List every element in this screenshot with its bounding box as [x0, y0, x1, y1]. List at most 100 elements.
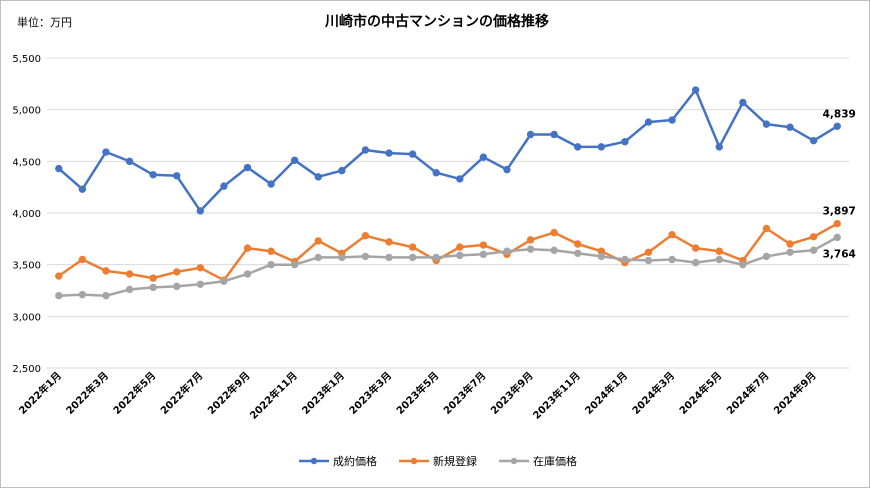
- data-point: [314, 173, 322, 181]
- data-point: [621, 255, 629, 264]
- data-point: [385, 238, 393, 246]
- gridlines: [47, 57, 849, 369]
- data-point: [526, 245, 535, 253]
- legend-swatch-marker: [310, 457, 318, 465]
- data-point: [762, 252, 771, 261]
- data-point: [456, 175, 464, 183]
- data-point: [78, 185, 87, 193]
- data-point: [338, 166, 346, 175]
- data-point: [432, 253, 440, 262]
- data-point: [196, 280, 205, 288]
- y-tick-label: 4,500: [12, 157, 41, 168]
- data-point: [833, 122, 841, 131]
- x-tick-label: 2022年7月: [158, 369, 206, 417]
- data-point: [621, 138, 629, 146]
- data-point: [456, 251, 464, 260]
- data-point: [220, 182, 228, 190]
- series-line: [57, 88, 838, 213]
- data-point: [668, 231, 676, 239]
- data-point: [314, 237, 322, 245]
- x-tick-label: 2024年3月: [629, 369, 677, 417]
- data-point: [408, 150, 417, 158]
- data-point: [526, 130, 535, 139]
- data-point: [786, 240, 794, 248]
- data-labels: 4,839 3,897 3,764: [823, 108, 856, 260]
- data-label: 3,764: [823, 248, 856, 260]
- legend-label: 新規登録: [433, 454, 477, 468]
- x-tick-label: 2022年11月: [247, 369, 300, 422]
- x-tick-label: 2024年5月: [676, 369, 724, 417]
- data-point: [550, 228, 558, 237]
- data-point: [691, 244, 700, 252]
- data-point: [243, 244, 252, 252]
- series-2: [55, 219, 841, 284]
- data-point: [479, 250, 488, 259]
- data-point: [479, 153, 488, 161]
- x-tick-label: 2022年5月: [110, 369, 158, 417]
- data-point: [762, 120, 771, 128]
- x-tick-label: 2024年9月: [771, 369, 819, 417]
- y-tick-label: 3,500: [12, 261, 41, 272]
- data-point: [668, 116, 676, 124]
- x-tick-label: 2022年1月: [16, 369, 64, 417]
- legend-item: 在庫価格: [499, 454, 577, 468]
- legend-label: 成約価格: [333, 454, 377, 468]
- x-tick-label: 2023年11月: [530, 369, 583, 422]
- data-point: [408, 243, 417, 251]
- data-point: [196, 207, 205, 215]
- data-point: [361, 232, 370, 240]
- data-point: [762, 224, 771, 233]
- x-tick-label: 2023年3月: [346, 369, 394, 417]
- data-label: 4,839: [823, 108, 856, 120]
- data-point: [691, 86, 700, 94]
- data-point: [786, 123, 794, 131]
- data-point: [290, 156, 299, 165]
- series-line: [58, 222, 838, 282]
- data-point: [78, 290, 87, 299]
- x-tick-label: 2024年7月: [724, 369, 772, 417]
- x-tick-label: 2023年7月: [441, 369, 489, 417]
- y-tick-label: 3,000: [12, 312, 41, 323]
- y-tick-label: 5,000: [12, 106, 41, 117]
- data-point: [833, 219, 841, 228]
- data-point: [408, 253, 417, 262]
- y-tick-label: 4,000: [12, 209, 41, 220]
- data-point: [644, 256, 653, 265]
- data-point: [574, 240, 582, 248]
- data-point: [125, 285, 134, 294]
- legend-item: 新規登録: [399, 454, 477, 468]
- x-tick-label: 2023年5月: [393, 369, 441, 417]
- data-point: [173, 282, 181, 291]
- data-point: [243, 163, 252, 172]
- x-tick-label: 2023年1月: [299, 369, 347, 417]
- data-point: [456, 243, 464, 251]
- data-point: [196, 264, 205, 272]
- data-point: [102, 291, 110, 300]
- data-point: [102, 148, 110, 156]
- data-point: [597, 143, 606, 151]
- data-point: [739, 98, 747, 107]
- x-axis-ticks: 2022年1月 2022年3月 2022年5月 2022年7月 2022年9月2022年…: [16, 369, 819, 422]
- series-1: [55, 86, 841, 215]
- data-label: 3,897: [823, 206, 856, 218]
- data-point: [290, 260, 299, 269]
- data-point: [809, 233, 818, 241]
- data-point: [739, 260, 747, 269]
- unit-label: 単位：万円: [17, 15, 72, 29]
- data-point: [715, 247, 723, 255]
- y-tick-label: 5,500: [12, 54, 41, 65]
- data-point: [149, 274, 157, 282]
- x-tick-label: 2022年9月: [205, 369, 253, 417]
- data-point: [385, 149, 393, 157]
- data-point: [78, 255, 87, 264]
- series-3: [55, 233, 841, 300]
- data-point: [550, 130, 558, 139]
- data-point: [243, 270, 252, 278]
- data-point: [220, 277, 228, 285]
- legend: 成約価格 新規登録 在庫価格: [299, 454, 577, 468]
- x-tick-label: 2024年1月: [582, 369, 630, 417]
- data-point: [55, 164, 63, 173]
- series-line: [58, 236, 838, 297]
- data-point: [691, 258, 700, 267]
